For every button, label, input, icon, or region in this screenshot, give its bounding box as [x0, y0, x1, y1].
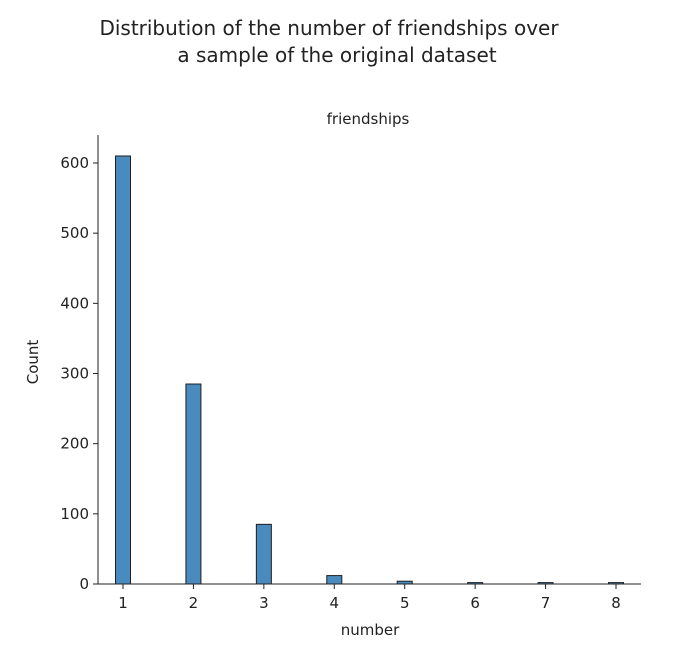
x-tick-label: 3: [259, 594, 269, 612]
y-ticks-group: 0 100 200 300 400 500 600: [60, 154, 98, 593]
x-ticks-group: 1 2 3 4 5 6 7 8: [118, 584, 621, 612]
y-tick-label: 200: [60, 435, 89, 453]
bars-group: [115, 155, 624, 585]
x-tick-label: 7: [541, 594, 551, 612]
x-tick-label: 8: [611, 594, 621, 612]
x-tick-label: 2: [189, 594, 199, 612]
chart-title-line-1: Distribution of the number of friendship…: [99, 16, 559, 40]
y-axis-label: Count: [24, 340, 42, 385]
x-tick-label: 5: [400, 594, 410, 612]
bar-2: [185, 383, 202, 585]
y-tick-label: 0: [79, 575, 89, 593]
y-tick-label: 400: [60, 294, 89, 312]
x-tick-label: 1: [118, 594, 128, 612]
x-tick-label: 6: [470, 594, 480, 612]
y-tick-label: 600: [60, 154, 89, 172]
y-tick-label: 300: [60, 365, 89, 383]
bar-1: [115, 155, 131, 585]
chart-title-line-2: a sample of the original dataset: [177, 43, 496, 67]
chart-title: Distribution of the number of friendship…: [99, 16, 559, 67]
facet-title: friendships: [327, 110, 410, 128]
bar-4: [326, 575, 343, 585]
y-tick-label: 500: [60, 224, 89, 242]
y-tick-label: 100: [60, 505, 89, 523]
x-tick-label: 4: [330, 594, 340, 612]
bar-3: [255, 523, 272, 585]
x-axis-label: number: [341, 621, 400, 639]
